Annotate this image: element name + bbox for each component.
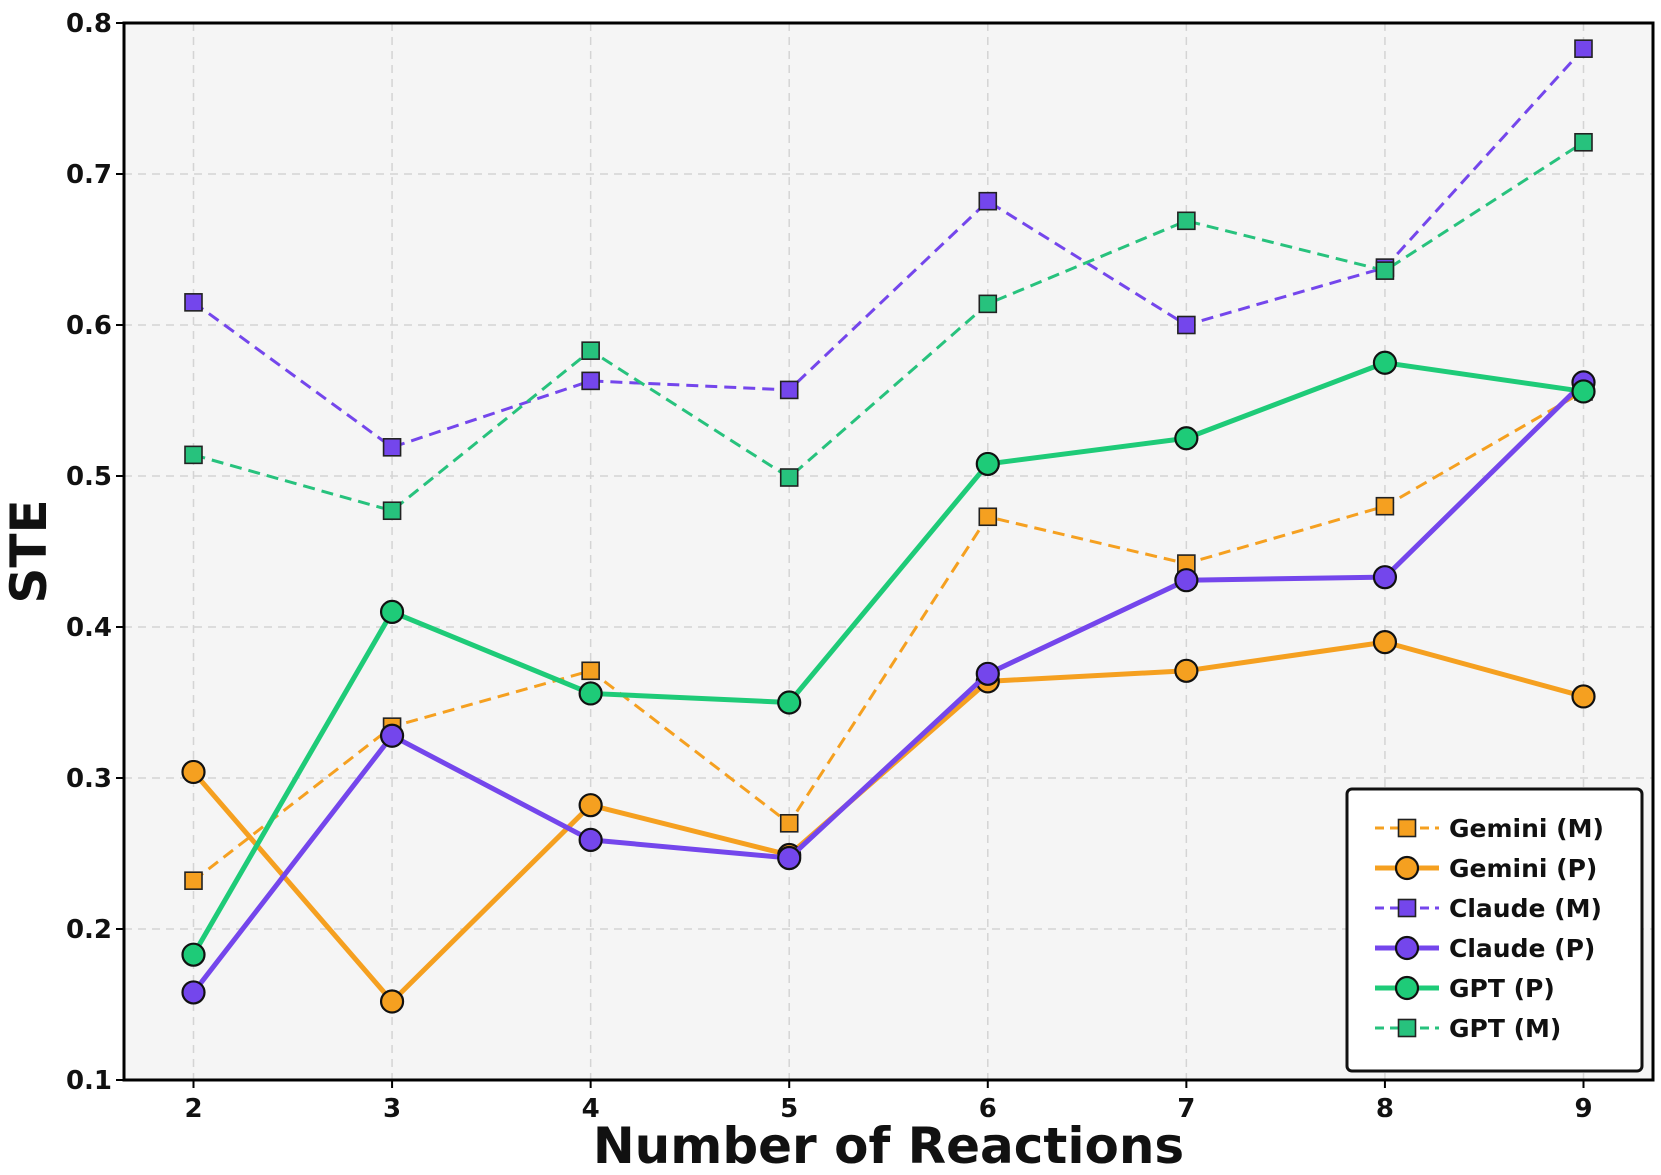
legend-marker bbox=[1397, 898, 1417, 918]
series-gpt-m bbox=[184, 132, 1593, 521]
data-point bbox=[181, 759, 206, 785]
data-point bbox=[578, 827, 603, 853]
y-tick-label: 0.7 bbox=[66, 160, 112, 190]
y-tick-label: 0.6 bbox=[66, 311, 112, 341]
legend-item: Claude (P) bbox=[1375, 934, 1595, 963]
legend-item: Gemini (P) bbox=[1375, 854, 1597, 883]
data-point bbox=[1574, 39, 1593, 58]
legend: Gemini (M) Gemini (P) Claude (M) Claude (P)… bbox=[1345, 787, 1644, 1073]
x-axis-label: Number of Reactions bbox=[593, 1117, 1184, 1175]
series-line-claude-m bbox=[192, 47, 1585, 449]
data-point bbox=[779, 380, 799, 400]
data-point bbox=[382, 438, 402, 457]
y-tick-label: 0.1 bbox=[66, 1066, 112, 1096]
legend-box bbox=[1345, 787, 1644, 1073]
x-tick-label: 9 bbox=[1574, 1094, 1592, 1124]
y-tick-label: 0.3 bbox=[66, 764, 112, 794]
y-tick-label: 0.2 bbox=[66, 915, 112, 945]
data-point bbox=[978, 191, 998, 211]
data-point bbox=[181, 980, 206, 1005]
series-gpt-p bbox=[181, 350, 1596, 967]
data-point bbox=[978, 294, 998, 314]
data-point bbox=[1177, 315, 1196, 335]
data-point bbox=[1372, 350, 1398, 375]
x-tick-label: 8 bbox=[1376, 1094, 1394, 1124]
legend-label: Gemini (M) bbox=[1449, 814, 1604, 843]
data-point bbox=[1177, 211, 1196, 231]
x-tick-label: 7 bbox=[1177, 1094, 1195, 1124]
y-tick-label: 0.5 bbox=[66, 462, 112, 492]
data-point bbox=[975, 451, 1000, 477]
legend-marker bbox=[1394, 935, 1420, 961]
legend-marker bbox=[1397, 1018, 1417, 1038]
x-tick-label: 5 bbox=[780, 1094, 798, 1124]
data-point bbox=[779, 468, 799, 487]
data-point bbox=[1174, 568, 1199, 593]
data-point bbox=[1372, 565, 1398, 590]
data-point bbox=[779, 813, 799, 833]
series-line-gemini-m bbox=[192, 390, 1585, 882]
plot-frame bbox=[122, 21, 1655, 1082]
legend-marker bbox=[1394, 855, 1420, 881]
data-point bbox=[1375, 496, 1395, 516]
legend-item: Gemini (M) bbox=[1375, 814, 1604, 843]
data-point bbox=[581, 371, 600, 391]
data-point bbox=[379, 723, 405, 748]
y-tick-label: 0.8 bbox=[66, 9, 112, 39]
legend-label: Gemini (P) bbox=[1449, 854, 1597, 883]
data-point bbox=[578, 681, 603, 706]
data-point bbox=[581, 661, 600, 681]
series-line-gpt-m bbox=[193, 141, 1585, 513]
legend-marker bbox=[1394, 975, 1420, 1001]
legend-marker bbox=[1397, 818, 1417, 838]
data-point bbox=[777, 690, 802, 715]
data-point bbox=[1571, 379, 1596, 404]
data-point bbox=[184, 293, 203, 312]
axis-ticks: 2 3 4 5 6 7 8 9 0.1 0.2 0.3 0.4 0.5 0.6 0.7 0.8 bbox=[66, 9, 1593, 1124]
x-tick-label: 3 bbox=[383, 1094, 401, 1124]
data-point bbox=[1174, 426, 1199, 451]
data-point bbox=[184, 871, 203, 890]
data-point bbox=[379, 599, 405, 625]
data-point bbox=[181, 942, 206, 967]
x-tick-label: 6 bbox=[979, 1094, 997, 1124]
series-line-gpt-p bbox=[191, 360, 1584, 956]
data-point bbox=[581, 341, 600, 360]
legend-item: Claude (M) bbox=[1375, 894, 1602, 923]
data-point bbox=[1571, 684, 1596, 709]
y-tick-label: 0.4 bbox=[66, 613, 112, 643]
series-layer bbox=[181, 39, 1596, 1014]
series-line-claude-p bbox=[191, 380, 1586, 994]
legend-item: GPT (M) bbox=[1375, 1014, 1561, 1043]
data-point bbox=[184, 445, 203, 465]
data-point bbox=[1375, 261, 1395, 280]
legend-item: GPT (P) bbox=[1375, 974, 1555, 1003]
data-point bbox=[777, 845, 802, 871]
x-tick-label: 2 bbox=[184, 1094, 202, 1124]
legend-label: Claude (M) bbox=[1449, 894, 1602, 923]
legend-label: GPT (M) bbox=[1449, 1014, 1561, 1043]
legend-label: Claude (P) bbox=[1449, 934, 1595, 963]
data-point bbox=[1372, 629, 1398, 655]
legend-label: GPT (P) bbox=[1449, 974, 1555, 1003]
data-point bbox=[578, 793, 603, 818]
data-point bbox=[975, 661, 1000, 686]
data-point bbox=[382, 501, 402, 521]
y-axis-label: STE bbox=[0, 499, 58, 603]
data-point bbox=[978, 507, 998, 527]
x-tick-label: 4 bbox=[582, 1094, 600, 1124]
data-point bbox=[1174, 658, 1199, 683]
data-point bbox=[379, 989, 405, 1014]
data-point bbox=[1574, 132, 1593, 152]
